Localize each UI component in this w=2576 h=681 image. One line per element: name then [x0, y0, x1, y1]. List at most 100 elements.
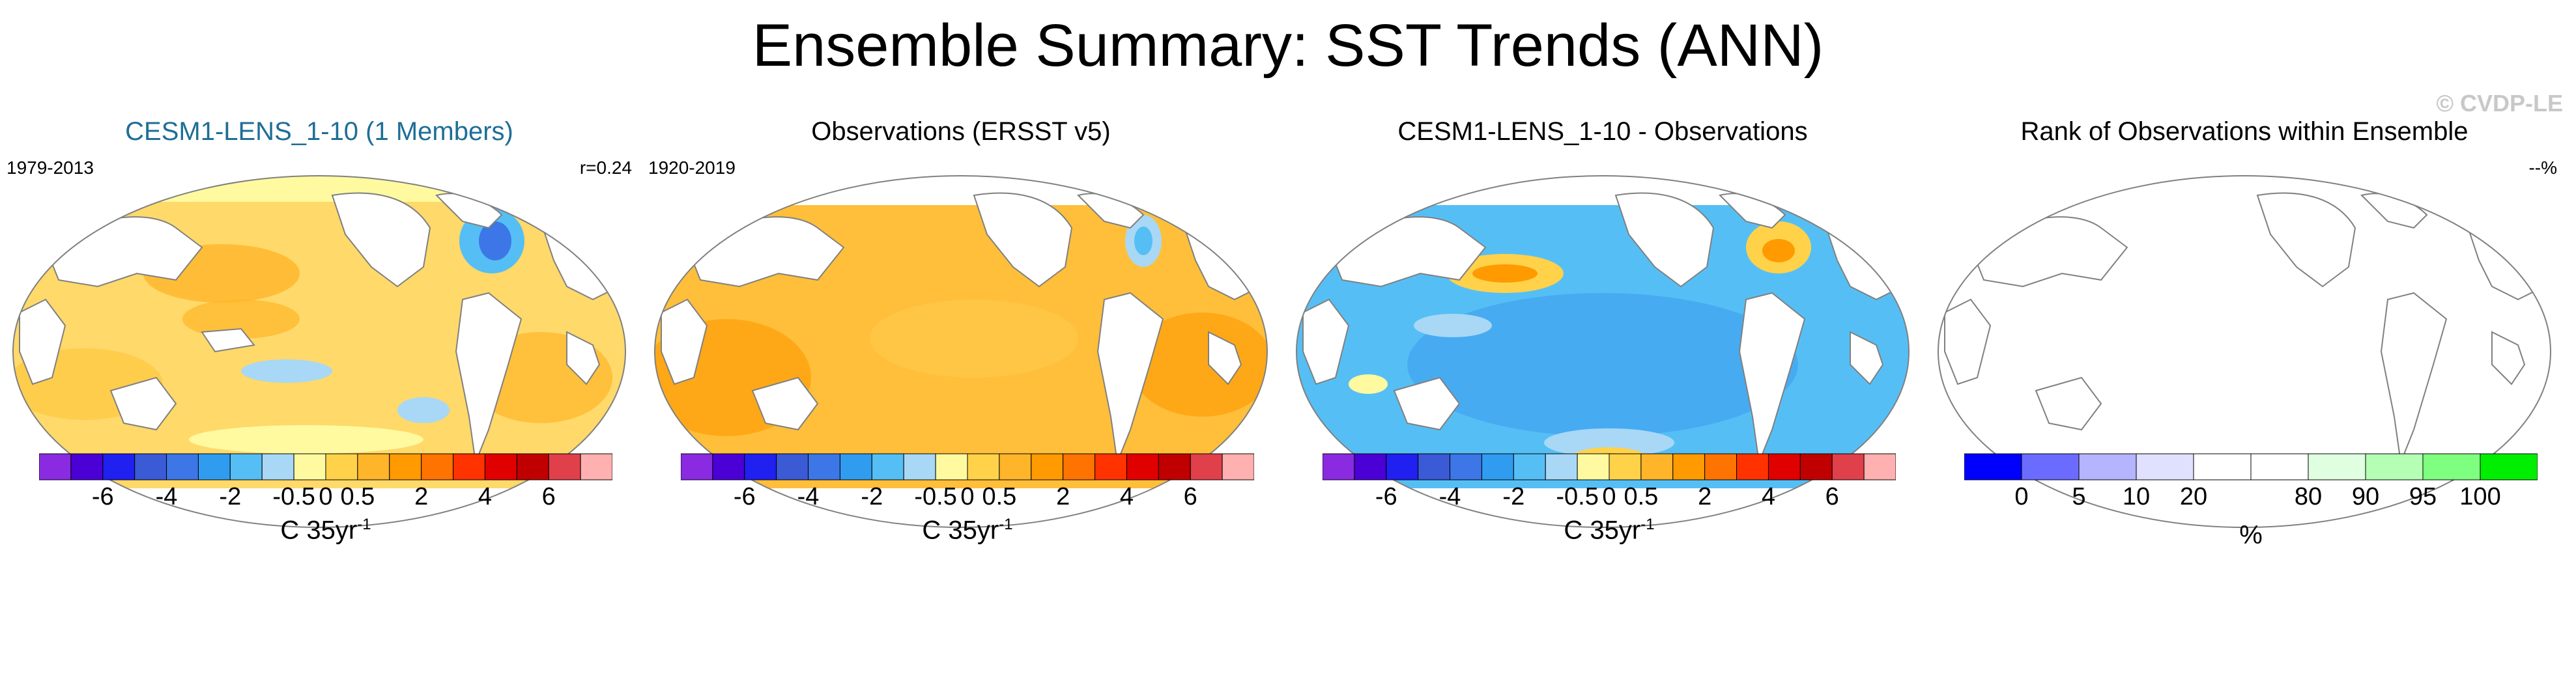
colorbar-segment [229, 453, 263, 480]
panel-title: Observations (ERSST v5) [811, 117, 1111, 146]
colorbar-segment [681, 453, 713, 480]
unit-superscript: -1 [999, 516, 1013, 533]
colorbar-segment [1545, 453, 1578, 480]
colorbar-unit-label: C 35yr-1 [1564, 516, 1654, 545]
colorbar-segment [2136, 453, 2194, 480]
colorbar-tick-label: -2 [861, 483, 883, 510]
colorbar-segment [484, 453, 517, 480]
panel-title: CESM1-LENS_1-10 - Observations [1397, 117, 1808, 146]
colorbar-segment [1513, 453, 1546, 480]
colorbar-segment [935, 453, 968, 480]
colorbar-trend-2 [681, 453, 1254, 480]
colorbar-tick-label: 5 [2072, 483, 2086, 510]
colorbar-segment [1863, 453, 1896, 480]
colorbar-segment [261, 453, 294, 480]
colorbar-segment [516, 453, 549, 480]
colorbar-segment [1672, 453, 1706, 480]
colorbar-segment [1736, 453, 1769, 480]
colorbar-segment [967, 453, 1000, 480]
colorbar-tick-label: 2 [1056, 483, 1070, 510]
colorbar-rank [1964, 453, 2538, 480]
panel-model: CESM1-LENS_1-10 (1 Members) 1979-2013 r=… [7, 117, 632, 681]
colorbar-unit-label: C 35yr-1 [280, 516, 371, 545]
colorbar-segment [421, 453, 454, 480]
colorbar-tick-label: 80 [2294, 483, 2323, 510]
watermark-logo: © CVDP-LE [2436, 90, 2563, 117]
colorbar-tick-label: 6 [1825, 483, 1839, 510]
unit-superscript: -1 [357, 516, 371, 533]
colorbar-segment [1831, 453, 1865, 480]
colorbar-segment [453, 453, 485, 480]
colorbar-segment [1640, 453, 1674, 480]
colorbar-tick-label: 6 [541, 483, 556, 510]
colorbar-tick-label: 4 [1119, 483, 1134, 510]
rank-map [1938, 175, 2551, 528]
colorbar-tick-label: 0.5 [982, 483, 1017, 510]
colorbar-tick-label: 90 [2351, 483, 2380, 510]
colorbar-segment [1609, 453, 1642, 480]
panel-title: CESM1-LENS_1-10 (1 Members) [125, 117, 513, 146]
colorbar-segment [1354, 453, 1387, 480]
figure-title: Ensemble Summary: SST Trends (ANN) [752, 12, 1824, 79]
colorbar-tick-label: -6 [1375, 483, 1397, 510]
colorbar-segment [1450, 453, 1482, 480]
colorbar-tick-label: 0 [2014, 483, 2029, 510]
colorbar-tick-label: -6 [733, 483, 756, 510]
colorbar-tick-label: 6 [1183, 483, 1197, 510]
panel-correlation: r=0.24 [579, 158, 632, 178]
colorbar-segment [102, 453, 136, 480]
colorbar-tick-label: -4 [797, 483, 820, 510]
unit-superscript: -1 [1640, 516, 1655, 533]
colorbar-segment [357, 453, 390, 480]
colorbar-segment [2480, 453, 2538, 480]
colorbar-tick-label: 4 [478, 483, 493, 510]
colorbar-segment [2021, 453, 2080, 480]
colorbar-segment [744, 453, 777, 480]
colorbar-tick-label: 0.5 [340, 483, 375, 510]
colorbar-tick-label: -0.5 [1556, 483, 1599, 510]
panel-difference: CESM1-LENS_1-10 - Observations [1290, 117, 1915, 681]
colorbar-segment [999, 453, 1032, 480]
colorbar-tick-label: 10 [2122, 483, 2151, 510]
colorbar-segment [134, 453, 167, 480]
colorbar-segment [1386, 453, 1419, 480]
colorbar-tick-label: 95 [2409, 483, 2437, 510]
colorbar-segment [2308, 453, 2366, 480]
panel-period: 1920-2019 [648, 158, 736, 178]
colorbar-segment [903, 453, 936, 480]
panel-rank-value: --% [2528, 158, 2557, 178]
colorbar-segment [70, 453, 104, 480]
colorbar-segment [166, 453, 199, 480]
colorbar-segment [1126, 453, 1159, 480]
colorbar-tick-label: 20 [2179, 483, 2208, 510]
colorbar-trend-3 [1323, 453, 1896, 480]
colorbar-segment [712, 453, 745, 480]
colorbar-tick-label: -2 [1502, 483, 1525, 510]
colorbar-segment [580, 453, 612, 480]
colorbar-tick-label: 0 [319, 483, 333, 510]
panel-period: 1979-2013 [7, 158, 94, 178]
colorbar-tick-label: 2 [1698, 483, 1712, 510]
colorbar-segment [2250, 453, 2309, 480]
colorbar-segment [39, 453, 72, 480]
colorbar-unit-label: C 35yr-1 [922, 516, 1012, 545]
colorbar-segment [2422, 453, 2481, 480]
colorbar-segment [1158, 453, 1191, 480]
panel-title: Rank of Observations within Ensemble [2020, 117, 2469, 146]
colorbar-segment [1095, 453, 1127, 480]
colorbar-segment [197, 453, 231, 480]
unit-text: C 35yr [280, 516, 358, 545]
colorbar-segment [871, 453, 904, 480]
panel-observations: Observations (ERSST v5) 1920-2019 [648, 117, 1274, 681]
colorbar-segment [1481, 453, 1514, 480]
colorbar-segment [325, 453, 358, 480]
colorbar-tick-label: -4 [1438, 483, 1461, 510]
colorbar-tick-label: -4 [155, 483, 178, 510]
colorbar-segment [1190, 453, 1223, 480]
colorbar-unit-label: % [2239, 521, 2263, 549]
colorbar-trend-1 [39, 453, 612, 480]
colorbar-segment [1418, 453, 1451, 480]
unit-text: C 35yr [1564, 516, 1641, 545]
panel-rank: Rank of Observations within Ensemble --% [1932, 117, 2557, 681]
colorbar-segment [1222, 453, 1254, 480]
